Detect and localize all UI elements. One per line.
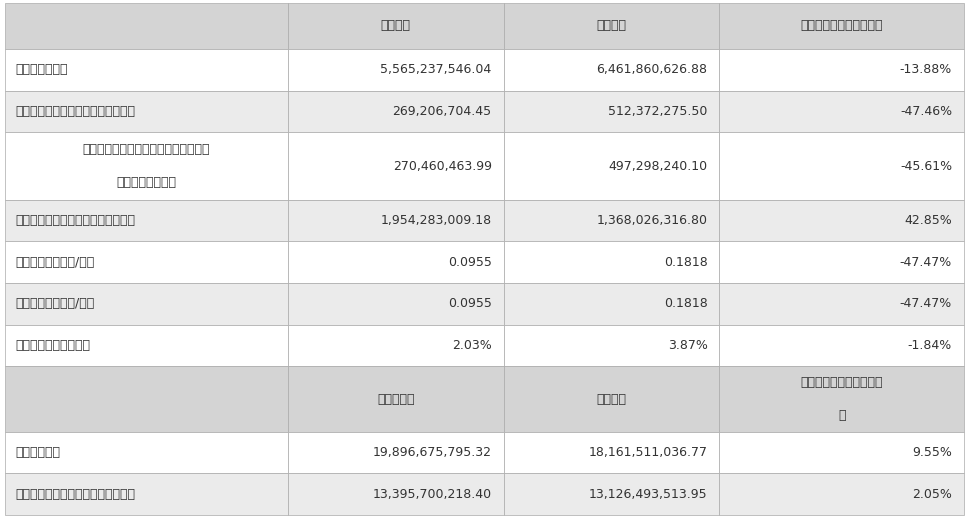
Text: 0.1818: 0.1818 <box>664 256 707 269</box>
Bar <box>719 473 964 515</box>
Text: 本报告期末比上年度末增: 本报告期末比上年度末增 <box>800 376 883 390</box>
Bar <box>504 49 719 91</box>
Text: 1,368,026,316.80: 1,368,026,316.80 <box>597 214 707 227</box>
Text: 0.0955: 0.0955 <box>448 297 491 310</box>
Bar <box>5 283 288 325</box>
Bar <box>719 241 964 283</box>
Text: 总资产（元）: 总资产（元） <box>15 446 60 459</box>
Text: -47.47%: -47.47% <box>900 256 952 269</box>
Bar <box>5 325 288 366</box>
Bar <box>5 49 288 91</box>
Bar <box>288 3 504 49</box>
Bar <box>504 241 719 283</box>
Bar <box>5 366 288 432</box>
Text: -47.47%: -47.47% <box>900 297 952 310</box>
Text: 42.85%: 42.85% <box>904 214 952 227</box>
Text: -45.61%: -45.61% <box>900 160 952 172</box>
Text: 0.1818: 0.1818 <box>664 297 707 310</box>
Text: -1.84%: -1.84% <box>908 339 952 352</box>
Text: 9.55%: 9.55% <box>912 446 952 459</box>
Text: -13.88%: -13.88% <box>900 63 952 76</box>
Text: 本报告期末: 本报告期末 <box>377 393 415 406</box>
Text: 19,896,675,795.32: 19,896,675,795.32 <box>373 446 491 459</box>
Text: -47.46%: -47.46% <box>900 105 952 118</box>
Bar <box>719 283 964 325</box>
Bar <box>719 366 964 432</box>
Bar <box>288 49 504 91</box>
Bar <box>5 132 288 200</box>
Bar <box>504 283 719 325</box>
Bar <box>504 473 719 515</box>
Bar <box>504 132 719 200</box>
Text: 本报告期: 本报告期 <box>381 20 411 33</box>
Bar <box>288 91 504 132</box>
Text: 497,298,240.10: 497,298,240.10 <box>609 160 707 172</box>
Text: 512,372,275.50: 512,372,275.50 <box>609 105 707 118</box>
Text: 减: 减 <box>838 409 846 422</box>
Bar <box>288 366 504 432</box>
Text: 上年同期: 上年同期 <box>597 20 627 33</box>
Bar <box>5 432 288 473</box>
Bar <box>288 241 504 283</box>
Bar <box>719 432 964 473</box>
Bar <box>719 132 964 200</box>
Text: 2.03%: 2.03% <box>452 339 491 352</box>
Bar <box>504 432 719 473</box>
Text: 上年度末: 上年度末 <box>597 393 627 406</box>
Bar <box>288 325 504 366</box>
Text: 稀释每股收益（元/股）: 稀释每股收益（元/股） <box>15 297 94 310</box>
Text: 6,461,860,626.88: 6,461,860,626.88 <box>597 63 707 76</box>
Text: 18,161,511,036.77: 18,161,511,036.77 <box>588 446 707 459</box>
Bar <box>504 325 719 366</box>
Text: 0.0955: 0.0955 <box>448 256 491 269</box>
Text: 本报告期比上年同期增减: 本报告期比上年同期增减 <box>800 20 883 33</box>
Bar <box>5 3 288 49</box>
Bar <box>719 3 964 49</box>
Bar <box>288 432 504 473</box>
Text: 归属于上市公司股东的扣除非经常性损: 归属于上市公司股东的扣除非经常性损 <box>82 143 210 156</box>
Text: 益的净利润（元）: 益的净利润（元） <box>116 176 176 189</box>
Text: 经营活动产生的现金流量净额（元）: 经营活动产生的现金流量净额（元） <box>15 214 135 227</box>
Text: 269,206,704.45: 269,206,704.45 <box>392 105 491 118</box>
Text: 5,565,237,546.04: 5,565,237,546.04 <box>381 63 491 76</box>
Bar <box>719 325 964 366</box>
Text: 13,126,493,513.95: 13,126,493,513.95 <box>589 488 707 501</box>
Bar <box>504 366 719 432</box>
Text: 加权平均净资产收益率: 加权平均净资产收益率 <box>15 339 90 352</box>
Bar <box>5 91 288 132</box>
Bar <box>719 49 964 91</box>
Text: 基本每股收益（元/股）: 基本每股收益（元/股） <box>15 256 94 269</box>
Bar <box>288 200 504 241</box>
Bar <box>5 241 288 283</box>
Bar <box>5 200 288 241</box>
Text: 3.87%: 3.87% <box>668 339 707 352</box>
Bar <box>719 200 964 241</box>
Text: 归属于上市公司股东的净资产（元）: 归属于上市公司股东的净资产（元） <box>15 488 135 501</box>
Text: 270,460,463.99: 270,460,463.99 <box>392 160 491 172</box>
Text: 归属于上市公司股东的净利润（元）: 归属于上市公司股东的净利润（元） <box>15 105 135 118</box>
Text: 1,954,283,009.18: 1,954,283,009.18 <box>381 214 491 227</box>
Bar <box>288 473 504 515</box>
Bar <box>288 283 504 325</box>
Bar <box>5 473 288 515</box>
Bar <box>504 3 719 49</box>
Text: 2.05%: 2.05% <box>912 488 952 501</box>
Bar <box>504 91 719 132</box>
Bar <box>719 91 964 132</box>
Bar <box>288 132 504 200</box>
Text: 营业收入（元）: 营业收入（元） <box>15 63 68 76</box>
Text: 13,395,700,218.40: 13,395,700,218.40 <box>372 488 491 501</box>
Bar <box>504 200 719 241</box>
